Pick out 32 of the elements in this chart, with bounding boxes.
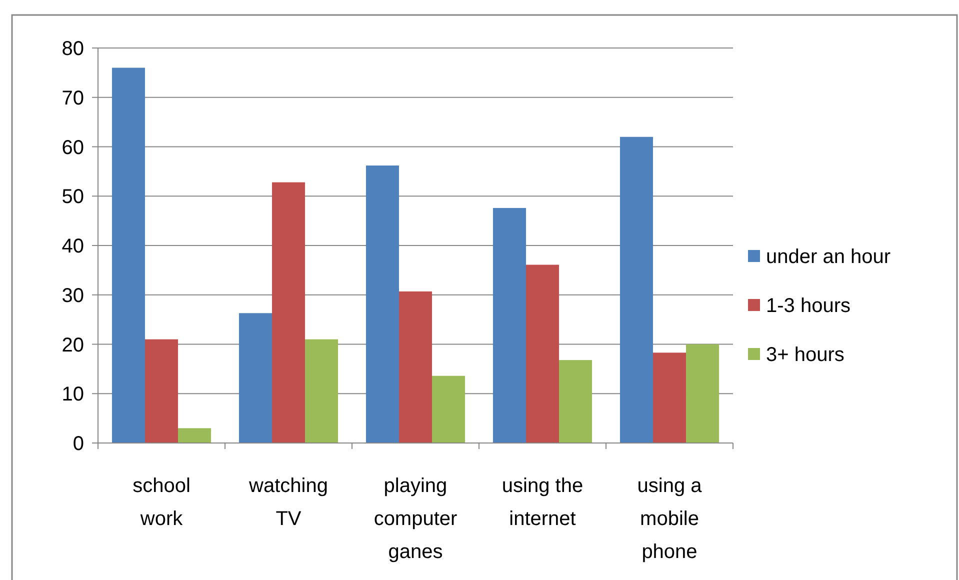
bar: [652, 352, 686, 443]
bar: [366, 166, 399, 443]
y-tick-label: 50: [62, 186, 84, 208]
x-tick-label: playing computer ganes: [374, 475, 458, 563]
legend-label: 1-3 hours: [766, 295, 850, 317]
bar: [178, 428, 212, 443]
bar: [620, 136, 653, 443]
y-tick-label: 40: [62, 236, 84, 258]
y-tick-label: 0: [72, 433, 84, 455]
legend-label: under an hour: [766, 246, 891, 268]
bar: [112, 68, 145, 443]
bar: [432, 376, 466, 443]
bar: [686, 344, 720, 443]
y-tick-label: 60: [62, 136, 84, 159]
x-tick-label: using the internet: [502, 475, 584, 530]
legend-label: 3+ hours: [766, 344, 844, 366]
bar: [492, 208, 526, 443]
bar: [526, 264, 560, 443]
y-tick-label: 80: [62, 38, 84, 60]
bar: [272, 182, 306, 443]
bar: [305, 339, 338, 443]
bar: [398, 291, 432, 443]
bar: [238, 313, 272, 443]
y-tick-label: 30: [62, 284, 84, 307]
y-tick-label: 70: [62, 87, 84, 110]
x-tick-label: school work: [132, 475, 190, 530]
bar: [144, 339, 178, 443]
x-tick-label: using a mobile phone: [637, 475, 703, 563]
y-tick-label: 20: [62, 334, 84, 356]
bar: [559, 360, 592, 443]
y-tick-label: 10: [62, 384, 84, 406]
x-tick-label: watching TV: [248, 475, 328, 530]
